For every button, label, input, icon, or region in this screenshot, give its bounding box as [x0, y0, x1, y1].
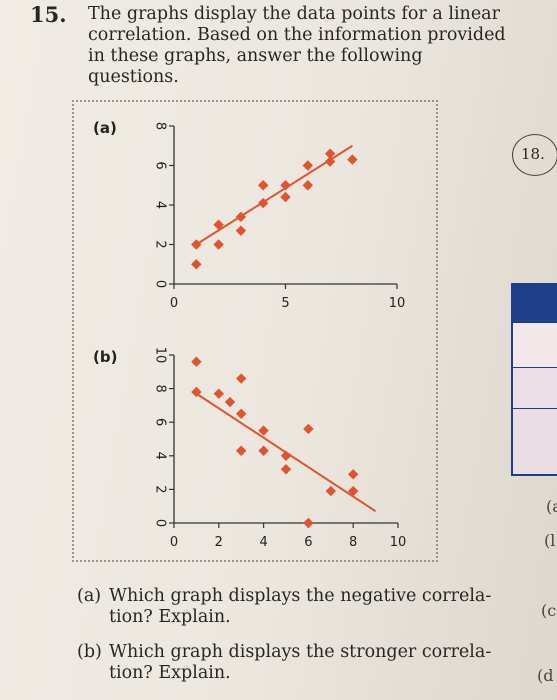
side-letter: (a: [546, 497, 557, 516]
x-tick-label: 2: [215, 535, 223, 550]
circled-number-outline: [512, 134, 557, 176]
data-point: [213, 388, 224, 399]
intro-line: correlation. Based on the information pr…: [88, 25, 506, 45]
data-point: [324, 156, 336, 167]
y-tick-label: 6: [153, 161, 168, 169]
question-label: (b): [77, 642, 102, 662]
figure-box: [72, 100, 438, 562]
question-text: tion? Explain.: [109, 607, 231, 627]
question-text: Which graph displays the negative correl…: [109, 586, 492, 606]
y-tick-label: 0: [153, 519, 168, 527]
x-tick-label: 0: [170, 296, 178, 311]
y-tick-label: 0: [153, 280, 168, 288]
y-tick-label: 10: [153, 347, 168, 364]
data-point: [280, 450, 292, 461]
question-text: tion? Explain.: [109, 663, 231, 683]
problem-number: 15.: [30, 2, 67, 27]
data-point: [325, 485, 336, 497]
data-point: [236, 445, 247, 456]
chart-a: (a) 0 2 4 6 8 0 5 10: [93, 119, 405, 311]
y-tick-label: 4: [153, 452, 168, 460]
panel-label: (b): [93, 348, 117, 366]
y-tick-label: 2: [153, 485, 168, 493]
data-point: [324, 148, 336, 159]
data-point: [213, 219, 224, 230]
data-point: [348, 485, 359, 497]
y-tick-label: 8: [153, 122, 168, 130]
intro-line: in these graphs, answer the following qu…: [88, 46, 423, 87]
x-tick-label: 5: [281, 296, 289, 311]
data-point: [280, 180, 291, 191]
data-point: [258, 180, 269, 191]
x-tick-label: 4: [259, 535, 267, 550]
x-tick-label: 10: [389, 296, 406, 311]
data-point: [191, 239, 202, 250]
circled-number: 18.: [521, 145, 545, 163]
side-table-fragment: [511, 283, 557, 476]
x-tick-label: 0: [170, 535, 178, 550]
data-point: [348, 469, 359, 480]
data-point: [224, 396, 236, 408]
question-a: (a) Which graph displays the negative cor…: [77, 586, 497, 628]
data-point: [258, 445, 269, 456]
data-point: [258, 197, 269, 209]
question-text: Which graph displays the stronger correl…: [109, 642, 492, 662]
data-point: [303, 517, 314, 529]
y-tick-label: 4: [153, 201, 168, 209]
x-tick-label: 10: [390, 535, 407, 550]
panel-label: (a): [93, 119, 117, 137]
data-point: [280, 191, 291, 203]
side-letter: (d: [537, 666, 554, 685]
data-point: [302, 180, 313, 191]
data-point: [191, 259, 202, 270]
problem-intro: The graphs display the data points for a…: [88, 4, 518, 88]
side-letter: (c: [541, 601, 557, 620]
data-point: [235, 225, 247, 236]
data-point: [235, 211, 247, 223]
side-letter: (l: [544, 531, 556, 550]
intro-line: The graphs display the data points for a…: [88, 4, 500, 24]
data-point: [191, 356, 202, 367]
data-point: [191, 386, 202, 398]
data-point: [347, 154, 358, 165]
chart-b: (b) 0 2 4 6 8 10 0 2 4 6 8 10: [93, 347, 406, 550]
x-tick-label: 6: [304, 535, 312, 550]
data-point: [280, 464, 292, 475]
x-tick-label: 8: [349, 535, 357, 550]
y-tick-label: 2: [153, 240, 168, 248]
question-label: (a): [77, 586, 102, 606]
data-point: [236, 373, 247, 384]
data-point: [213, 239, 224, 250]
data-point: [236, 408, 247, 419]
data-point: [302, 160, 313, 171]
y-tick-label: 8: [153, 384, 168, 392]
data-point: [258, 425, 269, 436]
question-b: (b) Which graph displays the stronger cor…: [77, 642, 497, 684]
data-point: [303, 423, 314, 435]
y-tick-label: 6: [153, 418, 168, 426]
